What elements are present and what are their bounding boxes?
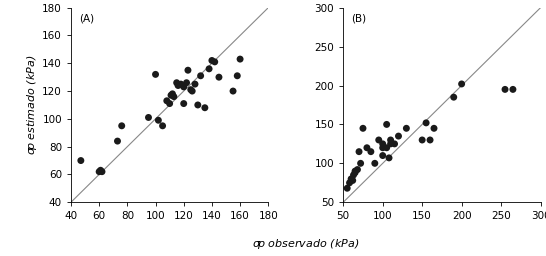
Point [183,68,192,72]
Point [375,138,383,142]
Point [378,146,387,150]
Point [351,170,359,175]
Point [182,81,191,85]
Point [186,88,195,92]
Point [426,138,435,142]
Point [207,58,216,62]
Point [349,173,358,177]
Point [163,99,171,103]
Point [154,118,163,122]
Point [382,122,391,126]
Point [343,186,352,190]
Point [174,83,182,88]
Point [76,158,85,163]
Point [378,154,387,158]
Point [173,81,181,85]
Point [353,167,362,172]
Point [233,74,242,78]
Point [196,74,205,78]
Point [144,115,153,120]
Point [167,93,175,97]
Point [382,146,391,150]
Point [386,138,395,142]
Point [188,89,197,93]
Text: $\sigma\!p$ observado (kPa): $\sigma\!p$ observado (kPa) [252,237,359,251]
Point [200,106,209,110]
Point [356,161,365,165]
Point [449,95,458,99]
Point [501,87,509,91]
Point [96,168,105,172]
Point [95,170,104,174]
Point [165,102,174,106]
Point [347,177,355,181]
Point [422,121,430,125]
Point [508,87,517,91]
Point [98,170,106,174]
Y-axis label: $\sigma\!p$ estimado (kPa): $\sigma\!p$ estimado (kPa) [26,55,39,155]
Point [363,146,371,150]
Point [236,57,245,61]
Point [359,126,367,130]
Point [158,124,167,128]
Point [168,92,177,96]
Point [348,178,357,183]
Point [229,89,238,93]
Point [402,126,411,130]
Point [378,142,387,146]
Point [215,75,223,79]
Text: (A): (A) [79,14,94,24]
Point [179,85,188,89]
Text: (B): (B) [351,14,366,24]
Point [210,60,219,64]
Point [176,82,185,86]
Point [384,156,393,160]
Point [370,161,379,165]
Point [394,134,403,138]
Point [169,94,178,99]
Point [193,103,202,107]
Point [113,139,122,143]
Point [418,138,426,142]
Point [430,126,438,130]
Point [457,82,466,86]
Point [117,124,126,128]
Point [179,102,188,106]
Point [151,72,160,77]
Point [355,150,364,154]
Point [205,67,213,71]
Point [386,142,395,146]
Point [191,82,199,86]
Point [351,169,359,173]
Point [366,150,375,154]
Point [390,142,399,146]
Point [345,181,354,185]
